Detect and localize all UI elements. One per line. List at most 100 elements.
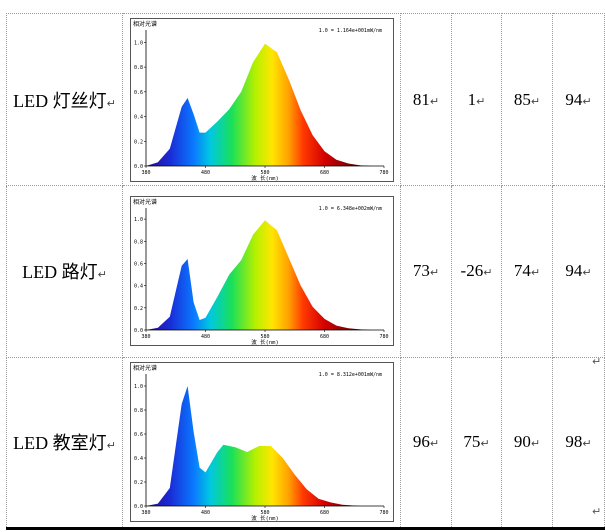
- value-text: 73: [412, 261, 430, 281]
- paragraph-mark: ↵: [429, 437, 440, 451]
- value-text: 1: [467, 89, 477, 109]
- table-row: LED 教室灯↵ 0.0 0.2 0.4 0.6 0.8 1.0 380 480 580 680 7…: [6, 356, 605, 531]
- paragraph-mark: ↵: [530, 266, 541, 280]
- spectrum-area: [145, 386, 384, 507]
- y-tick-label: 0.2: [133, 306, 142, 312]
- chart-title: 相对光谱: [133, 198, 157, 206]
- chart-title: 相对光谱: [133, 364, 157, 372]
- x-tick-label: 680: [319, 510, 328, 516]
- y-tick-label: 1.0: [133, 384, 142, 390]
- chart-note: 1.0 = 6.348e+002mW/nm: [318, 206, 381, 212]
- value-text: 94: [565, 261, 583, 281]
- x-tick-label: 780: [379, 510, 388, 516]
- row-label-cell: LED 教室灯↵: [6, 356, 123, 531]
- paragraph-mark: ↵: [582, 94, 592, 108]
- value-cell: 74↵: [501, 185, 553, 358]
- paragraph-mark: ↵: [592, 505, 602, 518]
- x-tick-label: 780: [379, 170, 388, 176]
- paragraph-mark: ↵: [97, 268, 107, 282]
- x-tick-label: 480: [200, 170, 209, 176]
- x-tick-label: 680: [319, 170, 328, 176]
- y-tick-label: 0.6: [133, 432, 142, 438]
- paragraph-mark: ↵: [429, 94, 440, 108]
- spectrum-area: [145, 43, 384, 166]
- y-tick-label: 0.8: [133, 408, 142, 414]
- x-tick-label: 580: [260, 510, 269, 516]
- row-label: LED 路灯: [22, 262, 98, 283]
- value-cell: 1↵: [451, 12, 502, 187]
- value-text: 96: [412, 432, 430, 452]
- x-axis-label: 波 长(nm): [251, 338, 279, 346]
- value-cell: -26↵: [451, 185, 502, 358]
- x-axis-label: 波 长(nm): [251, 174, 279, 182]
- value-cell: 98↵: [552, 356, 605, 531]
- x-tick-label: 480: [200, 334, 209, 340]
- x-tick-label: 580: [260, 334, 269, 340]
- value-cell: 75↵: [451, 356, 502, 531]
- value-text: 81: [412, 89, 430, 109]
- y-tick-label: 1.0: [133, 218, 142, 224]
- spectrum-chart: 0.0 0.2 0.4 0.6 0.8 1.0 380 480 580 680 780 相对光谱 1.0…: [129, 196, 394, 347]
- y-tick-label: 0.4: [133, 456, 142, 462]
- paragraph-mark: ↵: [530, 94, 541, 108]
- table-row: LED 路灯↵ 0.0 0.2 0.4 0.6 0.8 1.0 380 480 580 680 78…: [6, 185, 605, 358]
- spectrum-table: LED 灯丝灯↵ 0.0 0.2 0.4 0.6 0.8 1.0 380 480 580 680 7…: [6, 12, 605, 531]
- x-tick-label: 780: [379, 334, 388, 340]
- y-tick-label: 0.2: [133, 480, 142, 486]
- y-tick-label: 0.4: [133, 284, 142, 290]
- row-label: LED 教室灯: [13, 433, 107, 454]
- x-tick-label: 380: [141, 170, 150, 176]
- y-tick-label: 0.8: [133, 240, 142, 246]
- value-cell: 90↵: [501, 356, 553, 531]
- x-tick-label: 680: [319, 334, 328, 340]
- value-cell: 96↵: [400, 356, 452, 531]
- x-tick-label: 580: [260, 170, 269, 176]
- paragraph-mark: ↵: [106, 96, 116, 110]
- chart-cell: 0.0 0.2 0.4 0.6 0.8 1.0 380 480 580 680 780 相对光谱 1.0…: [122, 356, 401, 531]
- table-row: LED 灯丝灯↵ 0.0 0.2 0.4 0.6 0.8 1.0 380 480 580 680 7…: [6, 12, 605, 187]
- chart-cell: 0.0 0.2 0.4 0.6 0.8 1.0 380 480 580 680 780 相对光谱 1.0…: [122, 12, 401, 187]
- paragraph-mark: ↵: [429, 266, 440, 280]
- x-tick-label: 480: [200, 510, 209, 516]
- y-tick-label: 0.0: [133, 328, 142, 334]
- value-text: 90: [513, 432, 531, 452]
- spectrum-chart: 0.0 0.2 0.4 0.6 0.8 1.0 380 480 580 680 780 相对光谱 1.0…: [129, 362, 394, 523]
- x-tick-label: 380: [141, 334, 150, 340]
- y-tick-label: 1.0: [133, 40, 142, 46]
- y-tick-label: 0.6: [133, 89, 142, 95]
- chart-note: 1.0 = 8.312e+001mW/nm: [318, 372, 381, 378]
- y-tick-label: 0.2: [133, 139, 142, 145]
- y-tick-label: 0.0: [133, 504, 142, 510]
- x-tick-label: 380: [141, 510, 150, 516]
- row-label: LED 灯丝灯: [13, 90, 107, 111]
- y-tick-label: 0.8: [133, 65, 142, 71]
- paragraph-mark: ↵: [582, 437, 592, 451]
- value-cell: 94↵: [552, 12, 605, 187]
- paragraph-mark: ↵: [530, 437, 541, 451]
- y-tick-label: 0.4: [133, 114, 142, 120]
- value-cell: 85↵: [501, 12, 553, 187]
- value-text: -26: [460, 261, 484, 281]
- x-axis-label: 波 长(nm): [251, 514, 279, 522]
- value-text: 75: [463, 432, 481, 452]
- paragraph-mark: ↵: [476, 94, 486, 108]
- value-text: 98: [565, 432, 583, 452]
- paragraph-mark: ↵: [106, 439, 116, 453]
- y-tick-label: 0.0: [133, 164, 142, 170]
- row-label-cell: LED 灯丝灯↵: [6, 12, 123, 187]
- value-text: 74: [513, 261, 531, 281]
- paragraph-mark: ↵: [483, 266, 493, 280]
- spectrum-chart: 0.0 0.2 0.4 0.6 0.8 1.0 380 480 580 680 780 相对光谱 1.0…: [129, 17, 394, 182]
- value-text: 94: [565, 89, 583, 109]
- paragraph-mark: ↵: [480, 437, 490, 451]
- value-text: 85: [513, 89, 531, 109]
- value-cell: 81↵: [400, 12, 452, 187]
- paragraph-mark: ↵: [582, 266, 592, 280]
- value-cell: 94↵: [552, 185, 605, 358]
- y-tick-label: 0.6: [133, 262, 142, 268]
- spectrum-area: [145, 220, 384, 331]
- chart-cell: 0.0 0.2 0.4 0.6 0.8 1.0 380 480 580 680 780 相对光谱 1.0…: [122, 185, 401, 358]
- value-cell: 73↵: [400, 185, 452, 358]
- chart-title: 相对光谱: [133, 20, 157, 28]
- chart-note: 1.0 = 1.164e+001mW/nm: [318, 28, 381, 34]
